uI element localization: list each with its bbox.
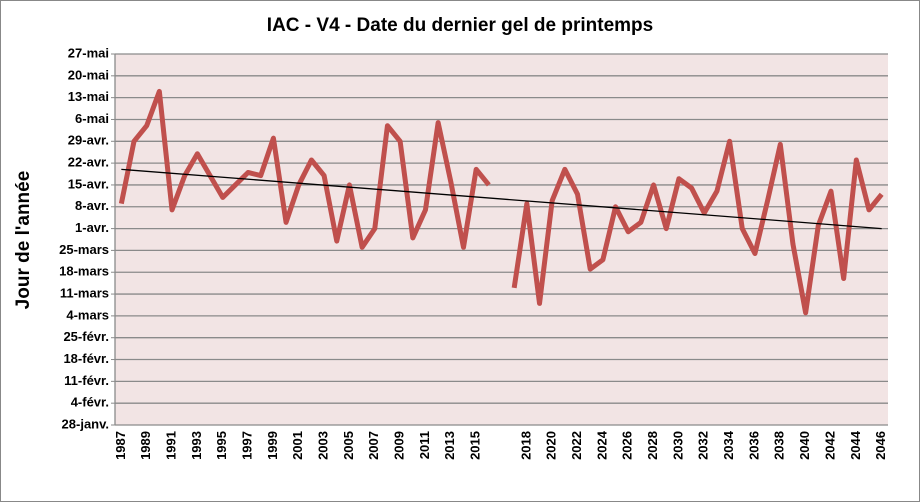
x-tick-label: 2046 [873, 431, 888, 460]
y-tick-label: 29-avr. [68, 133, 109, 148]
x-tick-label: 2042 [822, 431, 837, 460]
x-tick-label: 2020 [544, 431, 559, 460]
y-tick-label: 18-févr. [63, 351, 109, 366]
x-tick-label: 2001 [290, 431, 305, 460]
y-tick-label: 8-avr. [75, 198, 109, 213]
y-tick-label: 27-mai [68, 45, 109, 60]
x-tick-label: 2018 [518, 431, 533, 460]
x-tick-label: 2030 [670, 431, 685, 460]
x-tick-label: 2003 [316, 431, 331, 460]
y-tick-label: 4-févr. [71, 395, 109, 410]
x-tick-label: 1987 [113, 431, 128, 460]
data-line [118, 88, 884, 316]
x-tick-label: 2007 [366, 431, 381, 460]
x-tick-label: 2024 [594, 430, 609, 460]
chart-title: IAC - V4 - Date du dernier gel de printe… [267, 15, 653, 36]
x-tick-label: 1999 [265, 431, 280, 460]
x-tick-label: 2009 [392, 431, 407, 460]
y-tick-label: 11-mars [60, 285, 109, 300]
trend-line [121, 168, 882, 230]
y-tick-label: 28-janv. [62, 416, 109, 431]
x-tick-label: 2038 [772, 431, 787, 460]
x-tick-label: 2015 [468, 431, 483, 460]
y-tick-label: 6-mai [75, 111, 109, 126]
x-tick-label: 1991 [163, 431, 178, 460]
y-tick-label: 13-mai [68, 89, 109, 104]
x-tick-label: 2011 [417, 431, 432, 459]
y-tick-label: 18-mars [59, 264, 109, 279]
y-tick-label: 15-avr. [68, 176, 109, 191]
x-tick-label: 2032 [696, 431, 711, 460]
y-tick-label: 20-mai [68, 67, 109, 82]
x-tick-label: 2028 [645, 431, 660, 460]
y-tick-label: 4-mars [66, 307, 109, 322]
x-tick-label: 2036 [746, 431, 761, 460]
x-tick-label: 2034 [721, 430, 736, 460]
x-tick-label: 2005 [341, 431, 356, 460]
y-axis-label: Jour de l'année [13, 171, 34, 310]
y-tick-label: 22-avr. [68, 155, 109, 170]
x-tick-label: 1993 [189, 431, 204, 460]
y-tick-label: 25-févr. [63, 329, 109, 344]
x-tick-label: 1997 [239, 431, 254, 460]
x-tick-label: 2022 [569, 431, 584, 460]
x-tick-label: 2013 [442, 431, 457, 460]
x-tick-label: 2040 [797, 431, 812, 460]
x-tick-label: 1995 [214, 431, 229, 460]
x-tick-label: 1989 [138, 431, 153, 460]
y-tick-label: 1-avr. [75, 220, 109, 235]
x-tick-label: 2026 [620, 431, 635, 460]
plot-area [115, 54, 888, 425]
y-tick-label: 25-mars [59, 242, 109, 257]
x-tick-label: 2044 [848, 430, 863, 460]
y-tick-label: 11-févr. [64, 373, 109, 388]
